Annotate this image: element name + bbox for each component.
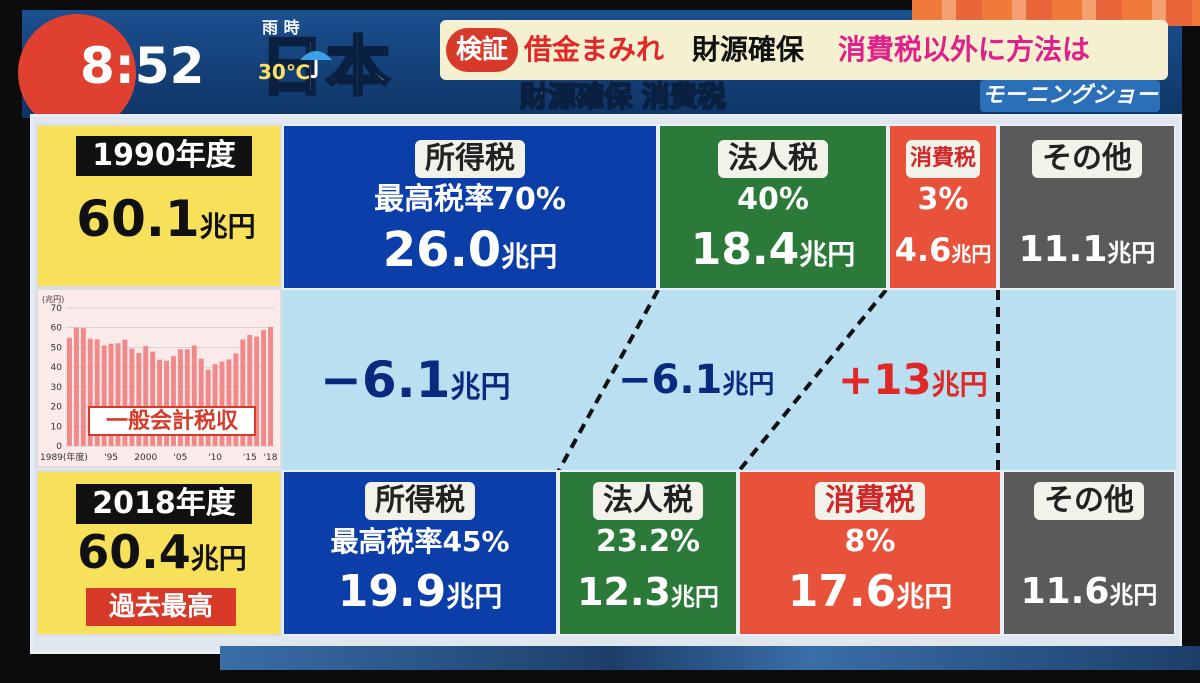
consumption-tax-label-2018: 消費税 (815, 482, 925, 520)
program-title: 日本 (259, 30, 392, 107)
mini-chart-xtick: 2000 (134, 453, 157, 463)
corporate-tax-change: −6.1兆円 (618, 357, 775, 403)
income-tax-rate-2018: 最高税率45% (330, 525, 510, 558)
temperature: 30℃ (258, 60, 311, 84)
mini-chart: (兆円) 0 10 20 30 40 50 60 70 1989(年度) '95 2000 '05 '… (40, 294, 278, 463)
corporate-tax-rate: 40% (737, 182, 809, 217)
income-tax-2018: 所得税 最高税率45% 19.9兆円 (282, 470, 558, 636)
mini-chart-bar (164, 360, 169, 446)
mini-chart-ytick: 40 (51, 363, 63, 373)
mini-chart-xtick: 1989(年度) (40, 451, 88, 463)
mini-chart-bar (94, 339, 100, 446)
mini-chart-panel: (兆円) 0 10 20 30 40 50 60 70 1989(年度) '95 2000 '05 '… (36, 288, 282, 468)
mini-chart-bar (184, 349, 190, 446)
consumption-tax-2018: 消費税 8% 17.6兆円 (738, 470, 1002, 636)
corporate-tax-rate-2018: 23.2% (595, 524, 701, 559)
mini-chart-ytick: 0 (56, 442, 62, 452)
corporate-tax-label: 法人税 (718, 140, 828, 178)
mini-chart-bar (73, 327, 79, 446)
mini-chart-xtick: '18 (264, 453, 278, 463)
mini-chart-bar (150, 351, 156, 446)
other-tax-label: その他 (1032, 140, 1142, 178)
income-tax-change: −6.1兆円 (320, 351, 511, 409)
corporate-tax-1990: 法人税 40% 18.4兆円 (658, 124, 888, 290)
mini-chart-bar (108, 343, 114, 446)
mini-chart-xtick: '05 (173, 453, 187, 463)
income-tax-label-2018: 所得税 (365, 482, 475, 520)
mini-chart-bar (171, 356, 176, 446)
change-area (282, 290, 1176, 470)
clock: 8:52 (80, 37, 205, 95)
mini-chart-caption: 一般会計税収 (88, 406, 256, 436)
mini-chart-bar (136, 352, 142, 446)
income-tax-1990: 所得税 最高税率70% 26.0兆円 (282, 124, 658, 290)
mini-chart-bar (226, 359, 232, 446)
consumption-tax-change: +13兆円 (838, 355, 988, 404)
corporate-tax-label-2018: 法人税 (593, 482, 703, 520)
mini-chart-bar (129, 348, 135, 446)
mini-chart-xtick: '15 (243, 453, 257, 463)
mini-chart-bar (115, 343, 121, 446)
subtitle-strip: 財源確保 消費税 (520, 80, 727, 114)
mini-chart-bar (233, 353, 239, 446)
mini-chart-bar (198, 358, 204, 446)
kensho-badge: 検証 (446, 28, 518, 72)
bottom-decoration (220, 646, 1200, 670)
mini-chart-bar (191, 345, 197, 446)
mini-chart-bar (240, 339, 246, 446)
headline-part-3: 消費税以外に方法は (838, 33, 1091, 66)
program-logo: モーニングショー (980, 80, 1160, 112)
other-tax-1990: その他 11.1兆円 (998, 124, 1176, 290)
mini-chart-bar (261, 330, 267, 446)
consumption-tax-label: 消費税 (905, 140, 980, 178)
total-2018: 60.4兆円 (77, 525, 247, 579)
income-tax-rate: 最高税率70% (374, 182, 566, 217)
weather-label: 雨 時 (262, 18, 300, 37)
mini-chart-ytick: 30 (51, 383, 63, 393)
total-1990: 60.1兆円 (76, 190, 256, 248)
mini-chart-bar (247, 335, 253, 446)
year-2018-label: 2018年度 (76, 484, 252, 524)
mini-chart-bar (157, 359, 163, 446)
mini-chart-bar (268, 326, 273, 446)
mini-chart-xtick: '95 (104, 453, 118, 463)
mini-chart-ytick: 10 (51, 422, 63, 432)
headline-part-2: 財源確保 (692, 33, 805, 66)
mini-chart-bar (143, 346, 149, 446)
income-tax-label: 所得税 (415, 140, 525, 178)
mini-chart-bar (212, 364, 218, 446)
mini-chart-bar (101, 345, 107, 446)
mini-chart-bar (87, 338, 93, 446)
other-tax-2018: その他 11.6兆円 (1002, 470, 1176, 636)
mini-chart-bar (67, 337, 72, 446)
mini-chart-bar (254, 336, 260, 446)
clock-badge (18, 14, 136, 132)
mini-chart-bar (177, 349, 183, 446)
consumption-tax-rate: 3% (917, 182, 969, 217)
record-high-badge: 過去最高 (86, 588, 236, 626)
mini-chart-bar (122, 339, 128, 446)
headline-box (440, 20, 1168, 80)
consumption-tax-1990: 消費税 3% 4.6兆円 (888, 124, 998, 290)
mini-chart-bar (80, 328, 86, 446)
mini-chart-ytick: 70 (51, 304, 63, 314)
connector-lines (556, 288, 1000, 474)
mini-chart-unit: (兆円) (42, 294, 64, 304)
corporate-tax-2018: 法人税 23.2% 12.3兆円 (558, 470, 738, 636)
mini-chart-ytick: 20 (51, 403, 63, 413)
umbrella-icon (296, 40, 336, 80)
other-tax-label-2018: その他 (1034, 482, 1144, 520)
mini-chart-bar (219, 361, 225, 446)
mini-chart-xtick: '10 (208, 453, 222, 463)
mini-chart-ytick: 50 (51, 343, 63, 353)
headline-part-1: 借金まみれ (524, 33, 665, 66)
year-1990-label: 1990年度 (76, 136, 252, 176)
consumption-tax-rate-2018: 8% (844, 524, 896, 559)
mini-chart-ytick: 60 (51, 324, 63, 334)
